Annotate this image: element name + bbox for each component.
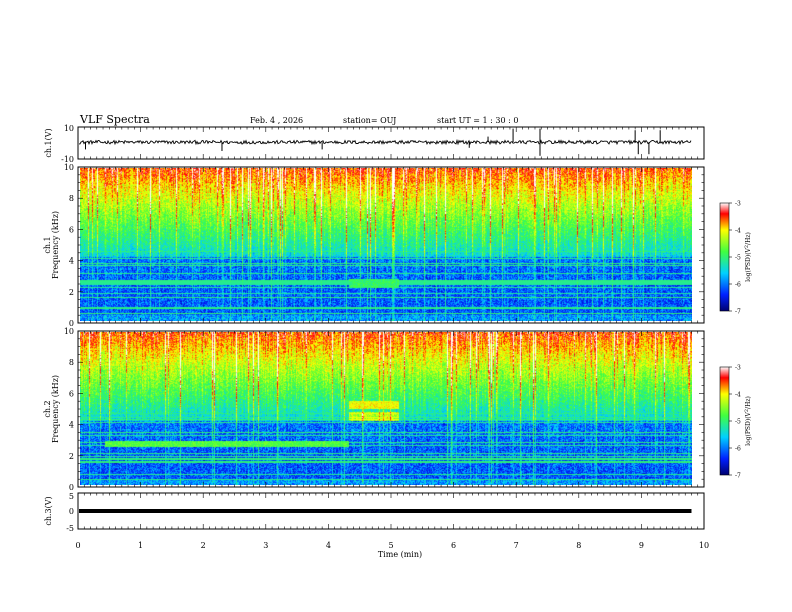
frequency-tick-label: 6 — [69, 389, 74, 398]
ch1-spectrogram-image — [80, 168, 692, 321]
ch3-waveform-trace — [79, 509, 692, 513]
ch2-colorbar-label: log(PSD)(V2/Hz) — [744, 396, 752, 446]
time-tick-label: 3 — [263, 541, 268, 550]
frequency-tick-label: 10 — [64, 163, 74, 172]
ch1-waveform-line — [79, 138, 692, 146]
ch1-waveform-panel: 10 -10 ch.1(V) — [44, 124, 705, 164]
ch3-waveform-ytick: 5 — [69, 492, 74, 501]
frequency-tick-label: 2 — [69, 452, 74, 461]
ch1-colorbar-gradient — [719, 202, 730, 312]
frequency-tick-label: 4 — [69, 421, 74, 430]
frequency-tick-label: 4 — [69, 257, 74, 266]
colorbar-tick-label: -5 — [735, 255, 741, 262]
frequency-tick-label: 6 — [69, 225, 74, 234]
time-tick-label: 9 — [639, 541, 644, 550]
ch3-waveform-ytick: 0 — [69, 507, 74, 516]
ch1-waveform-trace — [79, 128, 692, 156]
ch2-spectrogram-ylabel-channel: ch.2 — [43, 400, 52, 417]
colorbar-tick-label: -7 — [735, 309, 741, 316]
ch3-waveform-ytick: -5 — [66, 524, 74, 533]
time-tick-label: 0 — [75, 541, 80, 550]
ch3-waveform-panel: 5 0 -5 ch.3(V) — [44, 492, 705, 533]
ch1-colorbar-label: log(PSD)(V2/Hz) — [744, 232, 752, 282]
time-axis: 0 1 2 3 4 5 6 7 8 9 10 — [75, 127, 709, 550]
colorbar-tick-label: -6 — [735, 446, 741, 453]
start-ut-label: start UT = 1 : 30 : 0 — [437, 116, 518, 125]
ch1-spectrogram-ylabel-channel: ch.1 — [43, 236, 52, 253]
ch2-spectrogram-ylabel-freq: Frequency (kHz) — [51, 375, 60, 443]
ch2-spectrogram-image — [80, 332, 692, 485]
ch2-colorbar-gradient — [719, 366, 730, 476]
ch1-spectrogram-canvas-holder — [80, 168, 692, 321]
ch1-spectrogram-ylabel-freq: Frequency (kHz) — [51, 211, 60, 279]
frequency-tick-label: 2 — [69, 288, 74, 297]
ch2-colorbar: -3 -4 -5 -6 -7 log(PSD)(V2/Hz) — [719, 365, 752, 480]
time-tick-label: 2 — [201, 541, 206, 550]
time-tick-label: 4 — [326, 541, 331, 550]
station-label: station= OUJ — [343, 116, 396, 125]
frequency-tick-label: 8 — [69, 358, 74, 367]
time-axis-label: Time (min) — [378, 550, 422, 559]
colorbar-tick-label: -5 — [735, 419, 741, 426]
time-tick-label: 6 — [451, 541, 456, 550]
time-tick-label: 1 — [138, 541, 143, 550]
ch2-spectrogram-canvas-holder — [80, 332, 692, 485]
figure-title: VLF Spectra — [79, 113, 150, 126]
ch2-colorbar-ticks: -3 -4 -5 -6 -7 — [729, 365, 741, 480]
ch1-waveform-ytick: -10 — [61, 155, 74, 164]
ch1-spectrogram-panel: 0 2 4 6 8 10 ch.1 Frequency (kHz) — [43, 163, 705, 328]
colorbar-tick-label: -3 — [735, 365, 741, 372]
ch1-spectrogram-yaxis: 0 2 4 6 8 10 — [64, 163, 704, 328]
ch1-waveform-ytick: 10 — [64, 124, 74, 133]
ch1-waveform-ylabel: ch.1(V) — [44, 128, 53, 157]
ch2-spectrogram-yaxis: 0 2 4 6 8 10 — [64, 327, 704, 492]
frequency-tick-label: 0 — [69, 319, 74, 328]
colorbar-tick-label: -4 — [735, 228, 741, 235]
colorbar-tick-label: -7 — [735, 473, 741, 480]
colorbar-tick-label: -3 — [735, 201, 741, 208]
ch1-colorbar: -3 -4 -5 -6 -7 log(PSD)(V2/Hz) — [719, 201, 752, 316]
time-tick-label: 5 — [388, 541, 393, 550]
time-tick-label: 7 — [514, 541, 519, 550]
ch1-colorbar-ticks: -3 -4 -5 -6 -7 — [729, 201, 741, 316]
frequency-tick-label: 0 — [69, 483, 74, 492]
ch2-spectrogram-panel: 0 2 4 6 8 10 ch.2 Frequency (kHz) — [43, 327, 705, 492]
colorbar-tick-label: -6 — [735, 282, 741, 289]
time-tick-label: 10 — [699, 541, 709, 550]
date-label: Feb. 4 , 2026 — [250, 116, 303, 125]
ch3-waveform-ylabel: ch.3(V) — [44, 496, 53, 525]
colorbar-tick-label: -4 — [735, 392, 741, 399]
frequency-tick-label: 10 — [64, 327, 74, 336]
frequency-tick-label: 8 — [69, 194, 74, 203]
time-tick-label: 8 — [576, 541, 581, 550]
